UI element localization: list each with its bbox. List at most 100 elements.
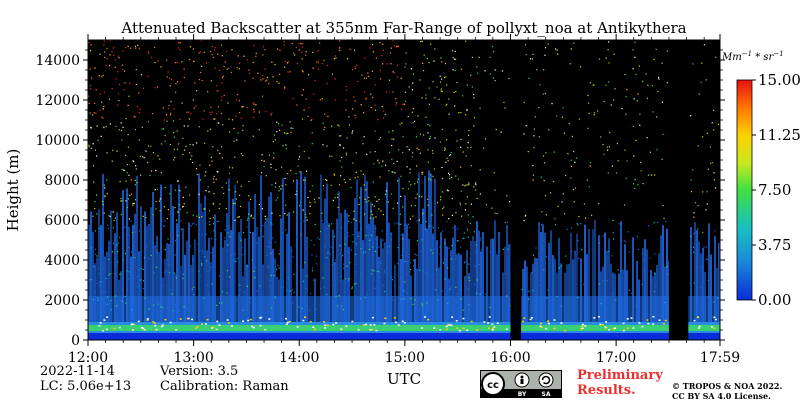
signal-column [662, 225, 664, 322]
cloud-speckle [626, 318, 629, 320]
cloud-speckle [456, 327, 459, 329]
signal-column [506, 225, 508, 322]
noise-point [161, 128, 163, 130]
noise-point [338, 49, 341, 52]
noise-point [504, 107, 506, 109]
noise-point [377, 159, 379, 161]
noise-point [570, 177, 572, 179]
noise-point [506, 195, 508, 197]
noise-point [274, 182, 277, 184]
noise-point [94, 291, 96, 293]
noise-point [98, 228, 100, 230]
noise-point [103, 40, 105, 42]
noise-point [270, 221, 272, 224]
noise-point [122, 259, 124, 261]
noise-point [374, 84, 376, 86]
noise-point [125, 200, 127, 202]
noise-point [474, 182, 477, 184]
noise-point [305, 216, 307, 218]
cloud-speckle [285, 323, 288, 325]
noise-point [280, 188, 282, 190]
cloud-speckle [369, 324, 372, 326]
noise-point [388, 131, 390, 133]
noise-point [248, 69, 250, 71]
noise-point [473, 125, 475, 127]
noise-point [468, 221, 470, 223]
signal-column [254, 194, 256, 322]
noise-point [173, 272, 175, 274]
noise-point [649, 257, 651, 259]
noise-point [342, 309, 344, 311]
cloud-speckle [455, 320, 458, 322]
noise-point [247, 217, 249, 219]
cloud-speckle [632, 327, 635, 329]
noise-point [313, 93, 315, 95]
cloud-speckle [652, 316, 655, 318]
cloud-speckle [161, 325, 164, 328]
noise-point [245, 266, 247, 268]
cloud-speckle [713, 316, 716, 319]
noise-point [246, 226, 248, 228]
cloud-speckle [423, 316, 426, 318]
noise-point [666, 82, 668, 84]
noise-point [170, 101, 172, 103]
noise-point [230, 71, 232, 74]
noise-point [292, 256, 294, 258]
noise-point [661, 158, 663, 160]
cloud-speckle [230, 325, 233, 327]
noise-point [328, 225, 330, 227]
noise-point [467, 141, 469, 144]
noise-point [427, 198, 429, 200]
noise-point [390, 239, 392, 241]
noise-point [380, 78, 382, 80]
noise-point [114, 264, 116, 266]
noise-point [134, 129, 136, 131]
noise-point [581, 249, 583, 251]
noise-point [283, 44, 285, 46]
noise-point [718, 309, 720, 312]
noise-point [460, 68, 462, 70]
noise-point [317, 61, 319, 63]
signal-column [122, 190, 124, 322]
noise-point [467, 184, 469, 186]
noise-point [345, 278, 347, 280]
noise-point [252, 116, 255, 119]
noise-point [237, 55, 239, 57]
noise-point [233, 140, 235, 142]
noise-point [411, 89, 414, 91]
noise-point [355, 219, 357, 222]
noise-point [183, 203, 185, 205]
noise-point [315, 255, 317, 257]
noise-point [476, 197, 478, 200]
cloud-speckle [226, 319, 229, 321]
noise-point [203, 110, 205, 112]
noise-point [455, 293, 458, 296]
noise-point [112, 242, 115, 244]
noise-point [199, 179, 201, 181]
noise-point [402, 206, 404, 208]
noise-point [252, 77, 254, 79]
signal-column [494, 220, 496, 322]
noise-point [252, 61, 254, 63]
signal-column [446, 246, 448, 322]
noise-point [217, 122, 219, 124]
cloud-speckle [622, 322, 625, 325]
noise-point [367, 75, 370, 78]
noise-point [103, 212, 105, 214]
noise-point [400, 175, 402, 177]
noise-point [497, 251, 499, 253]
noise-point [331, 125, 333, 127]
noise-point [444, 148, 446, 150]
noise-point [666, 273, 669, 275]
noise-point [174, 239, 177, 242]
signal-column [718, 242, 720, 322]
noise-point [122, 169, 125, 171]
signal-column [160, 184, 162, 322]
noise-point [551, 102, 553, 105]
noise-point [172, 120, 175, 122]
noise-point [292, 180, 294, 182]
noise-point [503, 101, 505, 104]
signal-column [268, 196, 270, 322]
cloud-speckle [710, 326, 713, 328]
noise-point [468, 277, 470, 279]
